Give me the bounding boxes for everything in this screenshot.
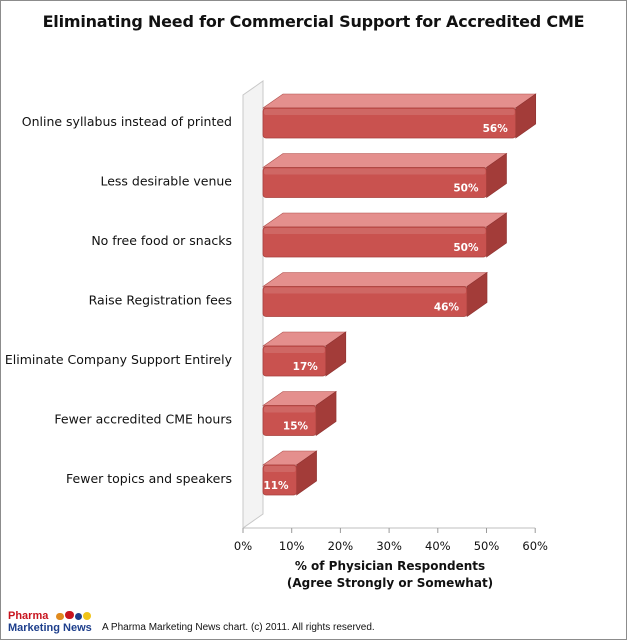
x-tick-label: 30% <box>376 539 402 553</box>
x-tick-label: 40% <box>425 539 451 553</box>
bar-highlight <box>264 406 316 413</box>
logo-line1: Pharma <box>8 610 49 622</box>
chart-title: Eliminating Need for Commercial Support … <box>42 12 585 31</box>
category-label: Online syllabus instead of printed <box>22 114 232 129</box>
category-label: Eliminate Company Support Entirely <box>5 352 233 367</box>
x-axis-title: % of Physician Respondents (Agree Strong… <box>240 558 540 592</box>
data-label: 15% <box>283 421 309 433</box>
bar <box>262 464 297 496</box>
bar-highlight <box>264 228 486 234</box>
data-label: 50% <box>453 242 479 254</box>
data-label: 56% <box>483 123 509 135</box>
bar <box>262 167 487 198</box>
x-tick-label: 0% <box>234 539 252 553</box>
bar <box>262 405 317 436</box>
bar-highlight <box>264 287 467 294</box>
pharma-marketing-news-logo: Pharma Marketing News <box>6 610 102 636</box>
category-label: No free food or snacks <box>91 233 232 248</box>
category-label: Less desirable venue <box>100 174 232 189</box>
data-label: 11% <box>263 480 289 492</box>
category-label: Fewer accredited CME hours <box>54 412 232 427</box>
bar-highlight <box>264 168 486 175</box>
data-label: 17% <box>293 361 319 373</box>
x-axis-title-line1: % of Physician Respondents <box>294 559 486 573</box>
copyright-credit: A Pharma Marketing News chart. (c) 2011.… <box>102 622 375 633</box>
x-tick-label: 20% <box>328 539 354 553</box>
data-label: 46% <box>434 302 460 314</box>
chart-side-wall <box>242 80 264 529</box>
bar <box>262 107 517 139</box>
bar <box>262 286 468 317</box>
bar-top <box>262 93 537 109</box>
bar-top <box>262 153 508 168</box>
category-label: Raise Registration fees <box>89 293 232 308</box>
bar-top <box>262 272 488 287</box>
bar-highlight <box>264 347 325 353</box>
x-tick-label: 50% <box>474 539 500 553</box>
category-label: Fewer topics and speakers <box>66 471 232 486</box>
bar-chart: 0% 10% 20% 30% 40% 50% 60% 56% Online syllabus i… <box>5 80 548 553</box>
x-tick-label: 10% <box>279 539 305 553</box>
x-axis-title-line2: (Agree Strongly or Somewhat) <box>286 576 494 590</box>
bar-highlight <box>264 109 515 115</box>
bar <box>262 345 327 377</box>
bar <box>262 226 487 258</box>
x-tick-label: 60% <box>522 539 548 553</box>
pills-icon <box>56 611 91 620</box>
bar-top <box>262 212 508 228</box>
data-label: 50% <box>453 183 479 195</box>
bar-highlight <box>264 466 296 472</box>
logo-line2: Marketing News <box>8 622 92 634</box>
